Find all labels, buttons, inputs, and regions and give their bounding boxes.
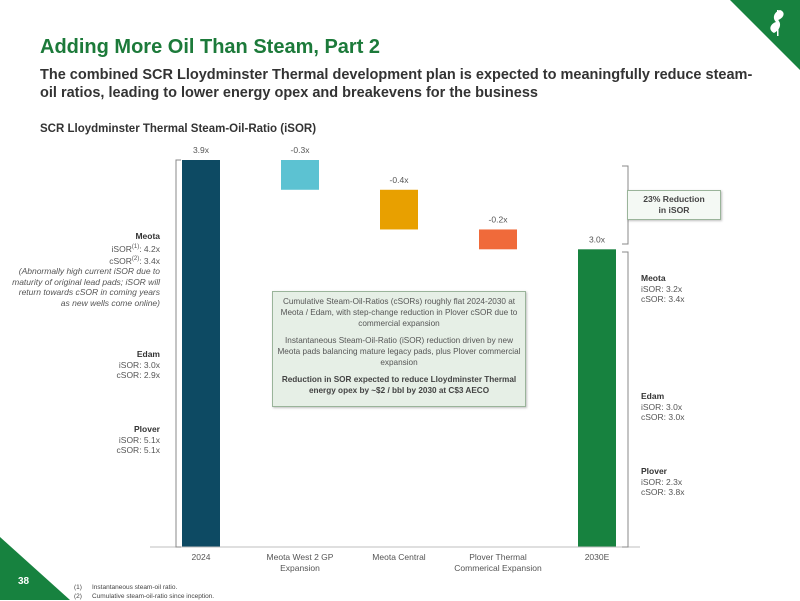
bar-3 [380,190,418,230]
left-plover-isor: iSOR: 5.1x [0,435,160,446]
right-meota-isor: iSOR: 3.2x [641,284,761,295]
left-meota-csor-value: : 3.4x [139,256,160,266]
footnote-1: (1)Instantaneous steam-oil ratio. [74,584,214,593]
footnotes: (1)Instantaneous steam-oil ratio. (2)Cum… [74,584,214,601]
right-label-plover: Plover iSOR: 2.3x cSOR: 3.8x [641,466,761,498]
right-meota-csor: cSOR: 3.4x [641,294,761,305]
left-plover-name: Plover [0,424,160,435]
right-plover-isor: iSOR: 2.3x [641,477,761,488]
bar-1 [182,160,220,547]
left-meota-isor-value: : 4.2x [139,243,160,253]
right-edam-isor: iSOR: 3.0x [641,402,761,413]
left-edam-name: Edam [0,349,160,360]
value-label-2: -0.3x [291,145,311,155]
footnote-1-text: Instantaneous steam-oil ratio. [92,584,177,593]
left-plover-csor: cSOR: 5.1x [0,445,160,456]
left-meota-isor-prefix: iSOR [112,243,132,253]
left-label-plover: Plover iSOR: 5.1x cSOR: 5.1x [0,424,160,456]
reduction-callout: 23% Reduction in iSOR [627,190,721,220]
left-meota-isor: iSOR(1): 4.2x [0,242,160,254]
commentary-para-csor: Cumulative Steam-Oil-Ratios (cSORs) roug… [277,296,521,329]
left-label-edam: Edam iSOR: 3.0x cSOR: 2.9x [0,349,160,381]
right-edam-csor: cSOR: 3.0x [641,412,761,423]
commentary-para-opex: Reduction in SOR expected to reduce Lloy… [277,374,521,396]
category-label-5: 2030E [585,552,610,562]
left-edam-isor: iSOR: 3.0x [0,360,160,371]
value-label-4: -0.2x [489,214,509,224]
left-edam-csor: cSOR: 2.9x [0,370,160,381]
right-plover-name: Plover [641,466,761,477]
bar-2 [281,160,319,190]
right-plover-csor: cSOR: 3.8x [641,487,761,498]
value-label-3: -0.4x [390,175,410,185]
category-label-3: Meota Central [372,552,425,562]
left-label-meota: Meota iSOR(1): 4.2x cSOR(2): 3.4x (Abnor… [0,231,160,308]
left-bracket [176,160,181,547]
commentary-para-isor: Instantaneous Steam-Oil-Ratio (iSOR) red… [277,335,521,368]
left-meota-csor: cSOR(2): 3.4x [0,254,160,266]
right-label-meota: Meota iSOR: 3.2x cSOR: 3.4x [641,273,761,305]
category-label-1: 2024 [192,552,211,562]
right-label-edam: Edam iSOR: 3.0x cSOR: 3.0x [641,391,761,423]
left-meota-note: (Abnormally high current iSOR due to mat… [10,266,160,308]
left-meota-name: Meota [0,231,160,242]
value-label-5: 3.0x [589,234,606,244]
left-meota-csor-prefix: cSOR [109,256,132,266]
bar-4 [479,229,517,249]
reduction-line1: 23% Reduction [628,194,720,205]
commentary-box: Cumulative Steam-Oil-Ratios (cSORs) roug… [272,291,526,407]
right-bracket-bottom [622,252,628,547]
reduction-line2: in iSOR [628,205,720,216]
right-meota-name: Meota [641,273,761,284]
footnote-1-num: (1) [74,584,92,593]
bar-5 [578,249,616,547]
value-label-1: 3.9x [193,145,210,155]
right-edam-name: Edam [641,391,761,402]
